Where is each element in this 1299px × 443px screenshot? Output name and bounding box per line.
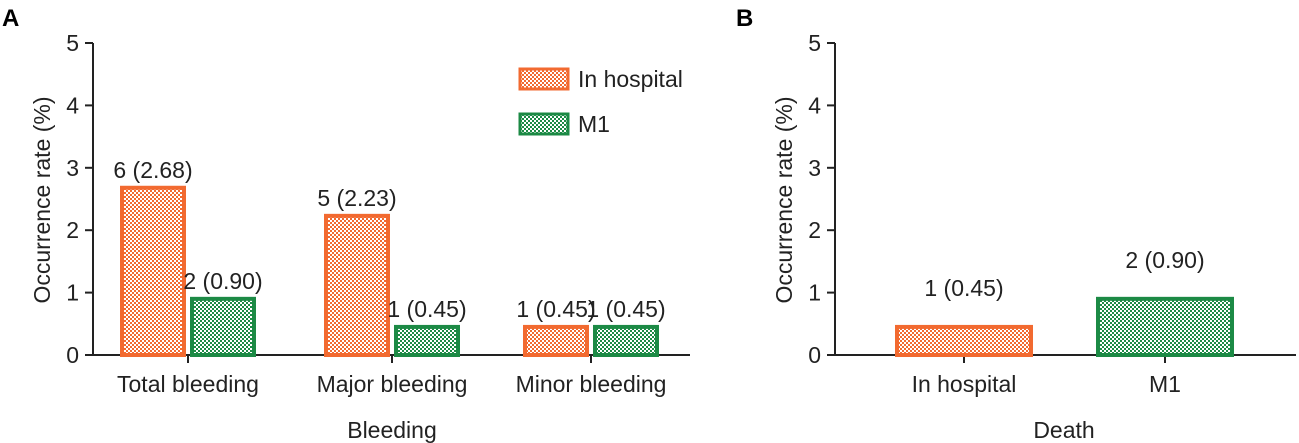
panel-b-bar-m1 — [1096, 296, 1234, 357]
panel-b-bar-in-hospital — [895, 324, 1033, 358]
panel-a-y-axis-title: Occurrence rate (%) — [29, 96, 55, 303]
panel-a-category-label: Major bleeding — [317, 371, 468, 397]
panel-b-data-label: 1 (0.45) — [924, 275, 1003, 301]
panel-b-y-tick-label: 2 — [808, 217, 821, 243]
legend-swatch-in-hospital — [518, 67, 570, 91]
panel-a-data-label: 1 (0.45) — [586, 296, 665, 322]
panel-a-y-tick-label: 3 — [66, 155, 79, 181]
legend-label-m1: M1 — [578, 111, 610, 137]
panel-a-data-label: 2 (0.90) — [183, 268, 262, 294]
panel-b-y-tick-label: 5 — [808, 30, 821, 56]
panel-b-plot: 0 1 2 3 4 5 In hospital 1 (0.45) M1 2 (0.90) — [808, 30, 1296, 397]
panel-b-x-axis-title: Death — [1033, 417, 1094, 443]
legend-label-in-hospital: In hospital — [578, 66, 683, 92]
panel-a: A Occurrence rate (%) Bleeding In hospit… — [2, 5, 690, 443]
panel-b: B Occurrence rate (%) Death 0 1 2 3 4 5 In hos… — [736, 5, 1296, 443]
panel-b-y-tick-label: 0 — [808, 342, 821, 368]
panel-b-letter: B — [736, 5, 753, 32]
panel-b-y-tick-label: 3 — [808, 155, 821, 181]
panel-a-bar-m1 — [190, 296, 256, 357]
panel-a-y-tick-label: 4 — [66, 92, 79, 118]
panel-a-data-label: 5 (2.23) — [317, 185, 396, 211]
panel-b-category-label: M1 — [1149, 371, 1181, 397]
legend-swatch-m1 — [518, 112, 570, 136]
panel-b-data-label: 2 (0.90) — [1125, 247, 1204, 273]
panel-a-category-label: Total bleeding — [117, 371, 259, 397]
panel-a-legend: In hospital M1 — [518, 66, 683, 137]
panel-a-bar-m1 — [593, 324, 659, 358]
panel-a-bar-in-hospital — [324, 213, 390, 357]
panel-a-bar-in-hospital — [523, 324, 589, 358]
panel-a-y-tick-label: 1 — [66, 280, 79, 306]
panel-a-x-axis-title: Bleeding — [347, 417, 437, 443]
panel-a-letter: A — [2, 5, 19, 32]
panel-b-y-tick-label: 4 — [808, 92, 821, 118]
panel-a-data-label: 1 (0.45) — [516, 296, 595, 322]
panel-b-y-tick-label: 1 — [808, 280, 821, 306]
panel-a-y-tick-label: 2 — [66, 217, 79, 243]
panel-a-y-tick-label: 5 — [66, 30, 79, 56]
panel-a-data-label: 1 (0.45) — [387, 296, 466, 322]
panel-b-y-axis-title: Occurrence rate (%) — [771, 96, 797, 303]
panel-a-bar-in-hospital — [120, 185, 186, 357]
panel-a-data-label: 6 (2.68) — [113, 157, 192, 183]
panel-b-category-label: In hospital — [912, 371, 1017, 397]
panel-a-plot: 0 1 2 3 4 5 Total bleeding 6 (2.68) 2 (0.90) Majo… — [66, 30, 690, 397]
panel-a-category-label: Minor bleeding — [516, 371, 667, 397]
panel-a-bar-m1 — [394, 324, 460, 358]
panel-a-y-tick-label: 0 — [66, 342, 79, 368]
